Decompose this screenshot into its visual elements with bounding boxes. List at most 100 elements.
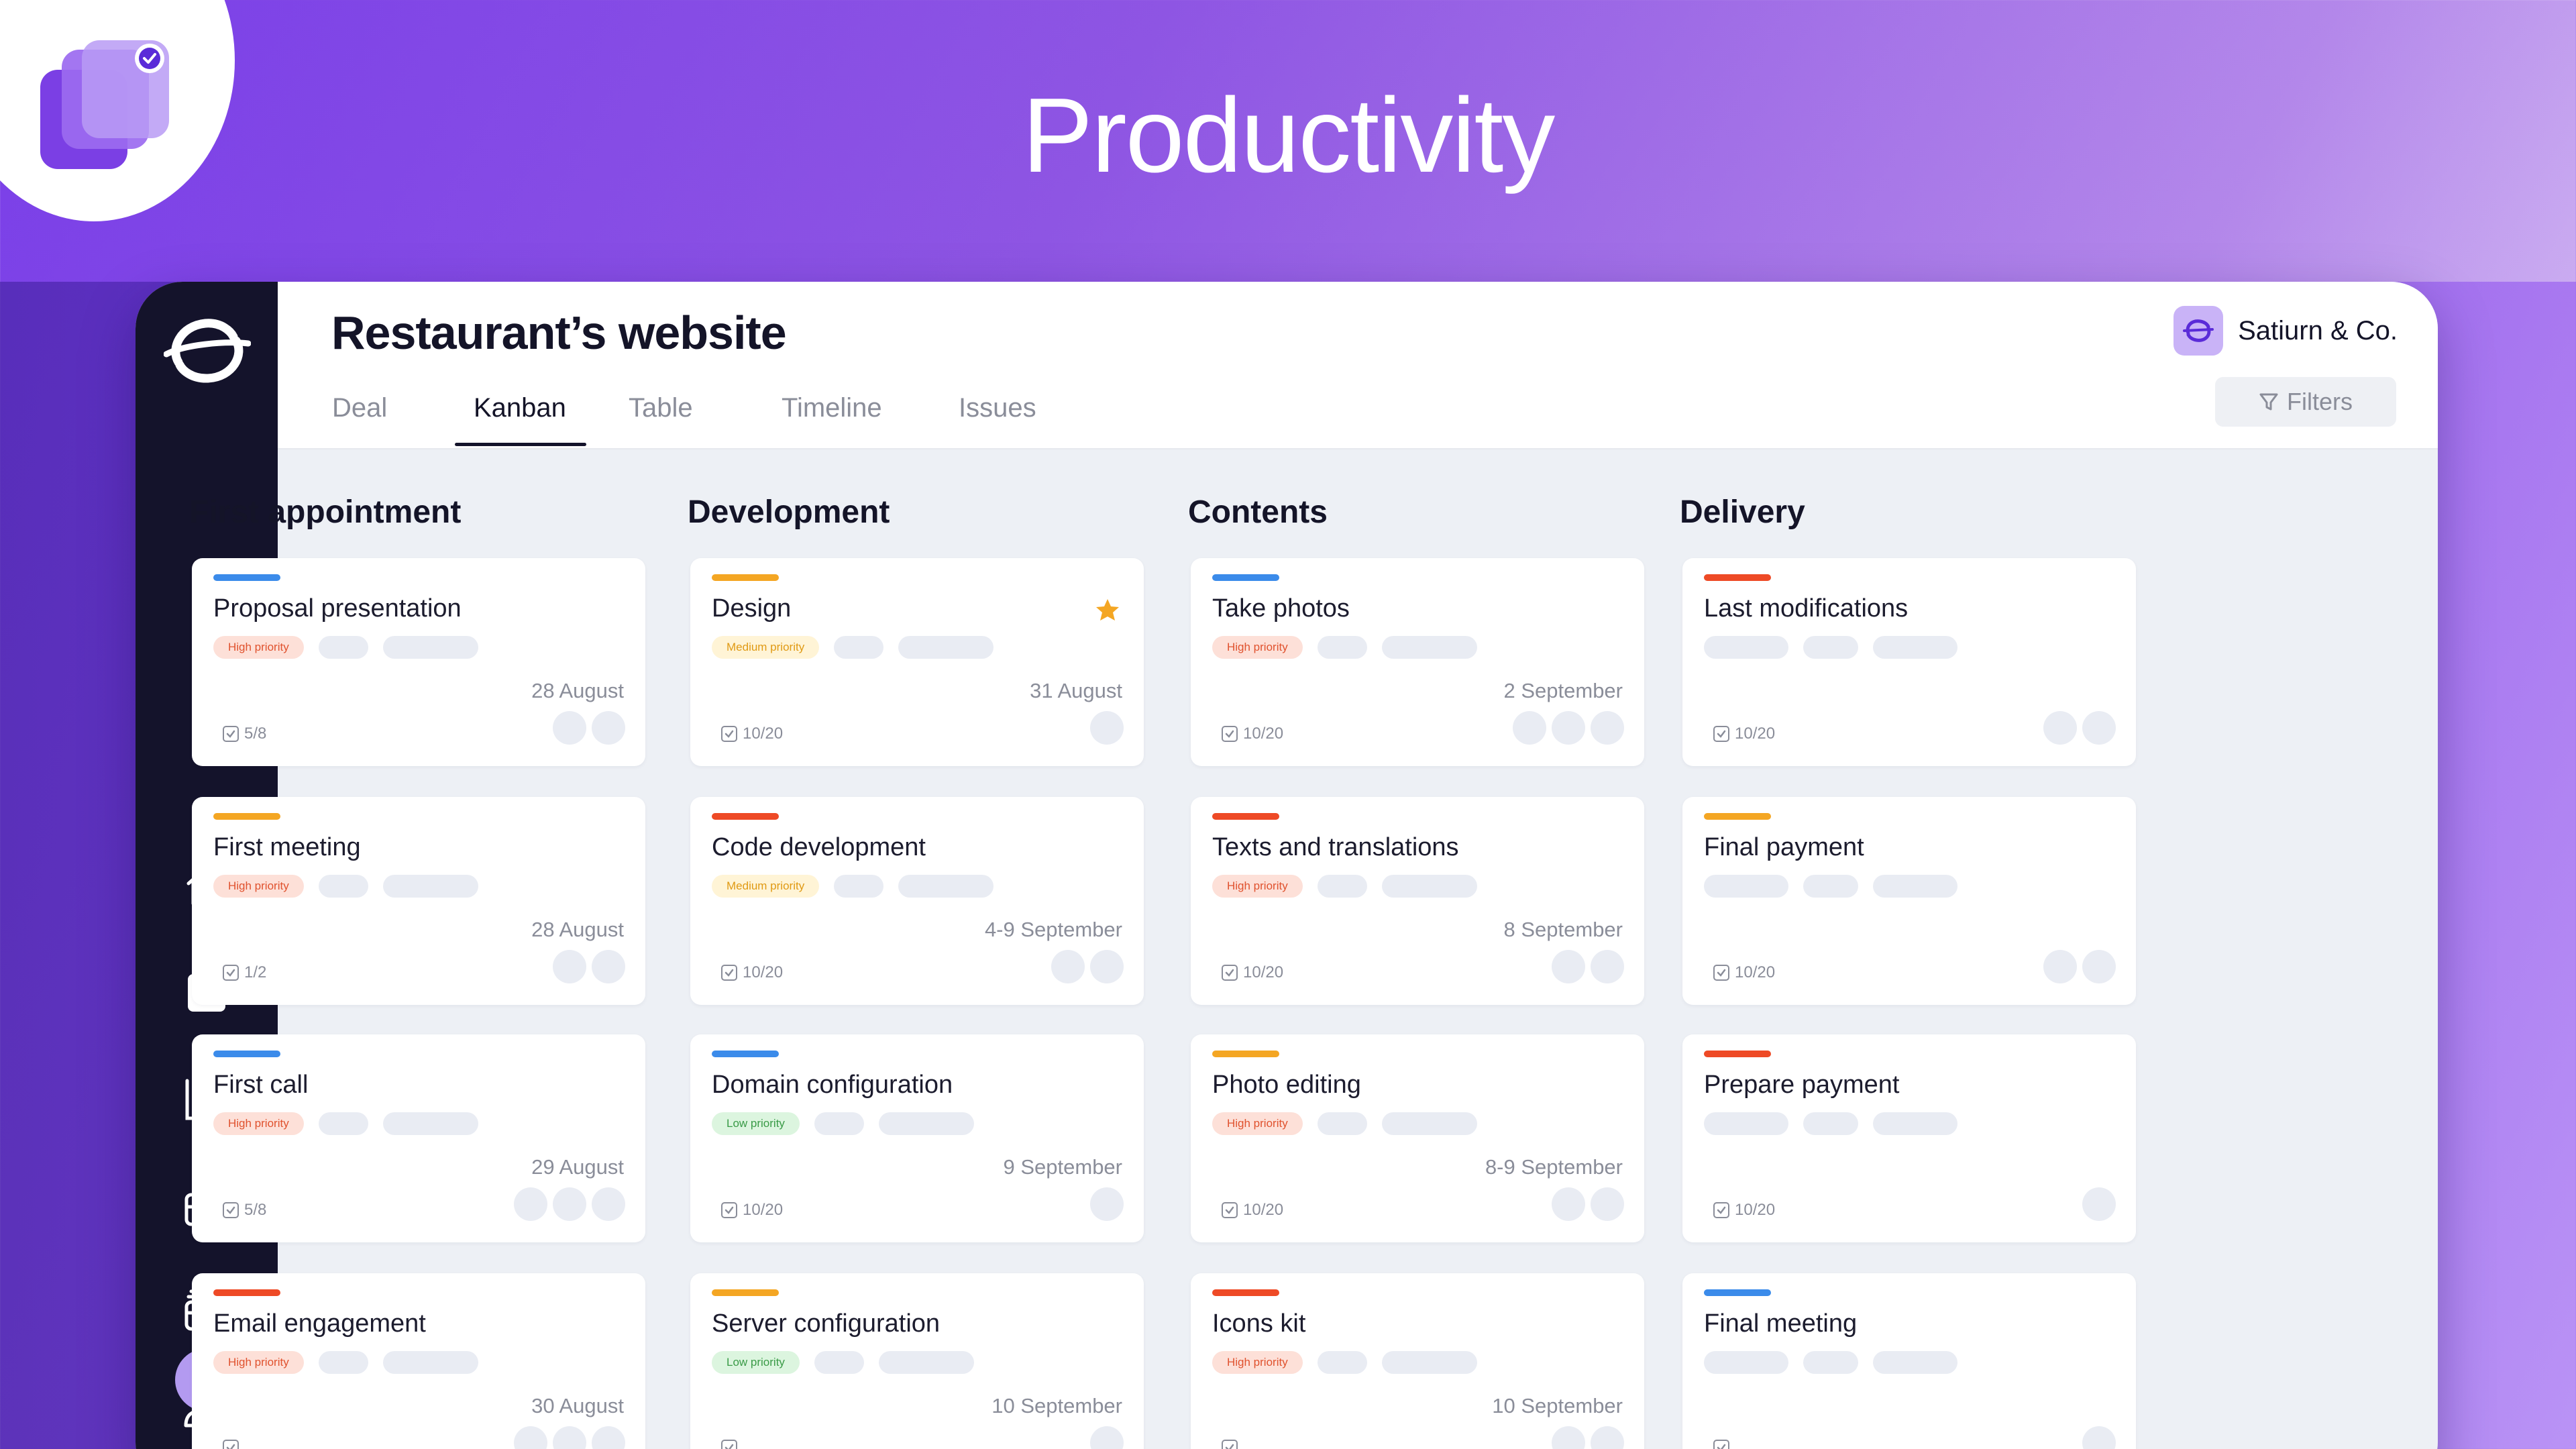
kanban-card[interactable]: Take photos High priority 2 September 10/20: [1191, 558, 1644, 766]
kanban-card[interactable]: Final meeting: [1682, 1273, 2136, 1449]
assignee-avatar[interactable]: [1552, 1426, 1585, 1449]
tag-placeholder: [1381, 636, 1477, 659]
star-icon[interactable]: [1094, 597, 1121, 624]
kanban-card[interactable]: Server configuration Low priority 10 Septe…: [690, 1273, 1144, 1449]
kanban-card[interactable]: Final payment 10/20: [1682, 797, 2136, 1005]
checklist-progress: [1713, 1440, 1735, 1449]
card-title: Icons kit: [1212, 1309, 1306, 1338]
tag-placeholder: [1803, 875, 1858, 898]
card-title: Photo editing: [1212, 1071, 1361, 1099]
tab-timeline[interactable]: Timeline: [782, 393, 882, 423]
tab-table[interactable]: Table: [629, 393, 693, 423]
card-title: Take photos: [1212, 594, 1350, 623]
assignee-avatar[interactable]: [553, 1187, 586, 1221]
assignee-avatar[interactable]: [1090, 1426, 1124, 1449]
checkbox-icon: [1713, 726, 1729, 742]
hero-title: Productivity: [1022, 76, 1556, 195]
priority-badge: Low priority: [712, 1351, 800, 1374]
tag-placeholder: [318, 1112, 368, 1135]
column-title: First appointment: [189, 494, 462, 530]
kanban-card[interactable]: Email engagement High priority 30 August: [192, 1273, 645, 1449]
checkbox-icon: [223, 1440, 239, 1449]
tag-placeholder: [1381, 1351, 1477, 1374]
tag-placeholder: [898, 636, 994, 659]
kanban-card[interactable]: Proposal presentation High priority 28 Aug…: [192, 558, 645, 766]
assignee-avatar[interactable]: [2082, 1187, 2116, 1221]
assignee-avatar[interactable]: [553, 711, 586, 745]
kanban-card[interactable]: Last modifications 10/20: [1682, 558, 2136, 766]
kanban-card[interactable]: Domain configuration Low priority 9 Septem…: [690, 1034, 1144, 1242]
kanban-card[interactable]: Icons kit High priority 10 September: [1191, 1273, 1644, 1449]
tab-deal[interactable]: Deal: [332, 393, 388, 423]
assignee-avatar[interactable]: [592, 1426, 625, 1449]
assignee-avatar[interactable]: [553, 1426, 586, 1449]
due-date: 2 September: [1503, 679, 1623, 702]
checkbox-icon: [1713, 965, 1729, 981]
assignee-avatar[interactable]: [2082, 1426, 2116, 1449]
assignee-avatars: [1051, 950, 1124, 983]
kanban-card[interactable]: First meeting High priority 28 August 1/2: [192, 797, 645, 1005]
assignee-avatar[interactable]: [2082, 950, 2116, 983]
assignee-avatar[interactable]: [1552, 950, 1585, 983]
assignee-avatar[interactable]: [1552, 1187, 1585, 1221]
assignee-avatar[interactable]: [1051, 950, 1085, 983]
kanban-card[interactable]: Photo editing High priority 8-9 September 1…: [1191, 1034, 1644, 1242]
assignee-avatar[interactable]: [1090, 711, 1124, 745]
assignee-avatar[interactable]: [592, 1187, 625, 1221]
priority-badge: High priority: [1212, 636, 1303, 659]
assignee-avatar[interactable]: [1591, 711, 1624, 745]
checkbox-icon: [1713, 1202, 1729, 1218]
checklist-count: 5/8: [244, 724, 267, 743]
filters-button[interactable]: Filters: [2215, 377, 2396, 427]
tag-placeholder: [834, 875, 884, 898]
card-title: First meeting: [213, 833, 361, 861]
company-switcher[interactable]: Satiurn & Co.: [2174, 306, 2398, 356]
tab-kanban[interactable]: Kanban: [474, 393, 566, 423]
kanban-card[interactable]: Prepare payment 10/20: [1682, 1034, 2136, 1242]
active-tab-indicator: [455, 443, 586, 446]
assignee-avatar[interactable]: [1591, 1187, 1624, 1221]
priority-badge: High priority: [1212, 1351, 1303, 1374]
card-color-bar: [213, 813, 280, 820]
assignee-avatar[interactable]: [2043, 950, 2077, 983]
card-tags: High priority: [213, 1112, 478, 1135]
checklist-progress: [721, 1440, 743, 1449]
assignee-avatar[interactable]: [1090, 1187, 1124, 1221]
due-date: 10 September: [991, 1394, 1122, 1417]
assignee-avatar[interactable]: [553, 950, 586, 983]
tag-placeholder: [1381, 875, 1477, 898]
assignee-avatar[interactable]: [1591, 950, 1624, 983]
assignee-avatar[interactable]: [2043, 711, 2077, 745]
kanban-card[interactable]: First call High priority 29 August 5/8: [192, 1034, 645, 1242]
assignee-avatar[interactable]: [1513, 711, 1546, 745]
checklist-count: 10/20: [743, 963, 784, 981]
assignee-avatar[interactable]: [592, 950, 625, 983]
assignee-avatar[interactable]: [2082, 711, 2116, 745]
assignee-avatar[interactable]: [1591, 1426, 1624, 1449]
kanban-card[interactable]: Design Medium priority 31 August 10/20: [690, 558, 1144, 766]
app-window: S Restaurant’s website Deal Kanban Table…: [136, 282, 2438, 1449]
card-tags: [1704, 1351, 1957, 1374]
assignee-avatar[interactable]: [1090, 950, 1124, 983]
tag-placeholder: [1381, 1112, 1477, 1135]
assignee-avatar[interactable]: [1552, 711, 1585, 745]
priority-badge: High priority: [1212, 1112, 1303, 1135]
card-title: Proposal presentation: [213, 594, 462, 623]
card-title: Email engagement: [213, 1309, 426, 1338]
kanban-card[interactable]: Texts and translations High priority 8 Sep…: [1191, 797, 1644, 1005]
priority-badge: High priority: [213, 636, 304, 659]
kanban-card[interactable]: Code development Medium priority 4-9 Septe…: [690, 797, 1144, 1005]
assignee-avatar[interactable]: [514, 1426, 547, 1449]
assignee-avatar[interactable]: [514, 1187, 547, 1221]
checklist-count: 10/20: [1243, 724, 1284, 743]
card-color-bar: [213, 574, 280, 581]
assignee-avatar[interactable]: [592, 711, 625, 745]
assignee-avatars: [553, 950, 625, 983]
tab-issues[interactable]: Issues: [959, 393, 1036, 423]
card-title: Prepare payment: [1704, 1071, 1900, 1099]
assignee-avatars: [2082, 1426, 2116, 1449]
checklist-progress: [223, 1440, 244, 1449]
card-title: Domain configuration: [712, 1071, 953, 1099]
tag-placeholder: [318, 1351, 368, 1374]
tag-placeholder: [1317, 636, 1367, 659]
